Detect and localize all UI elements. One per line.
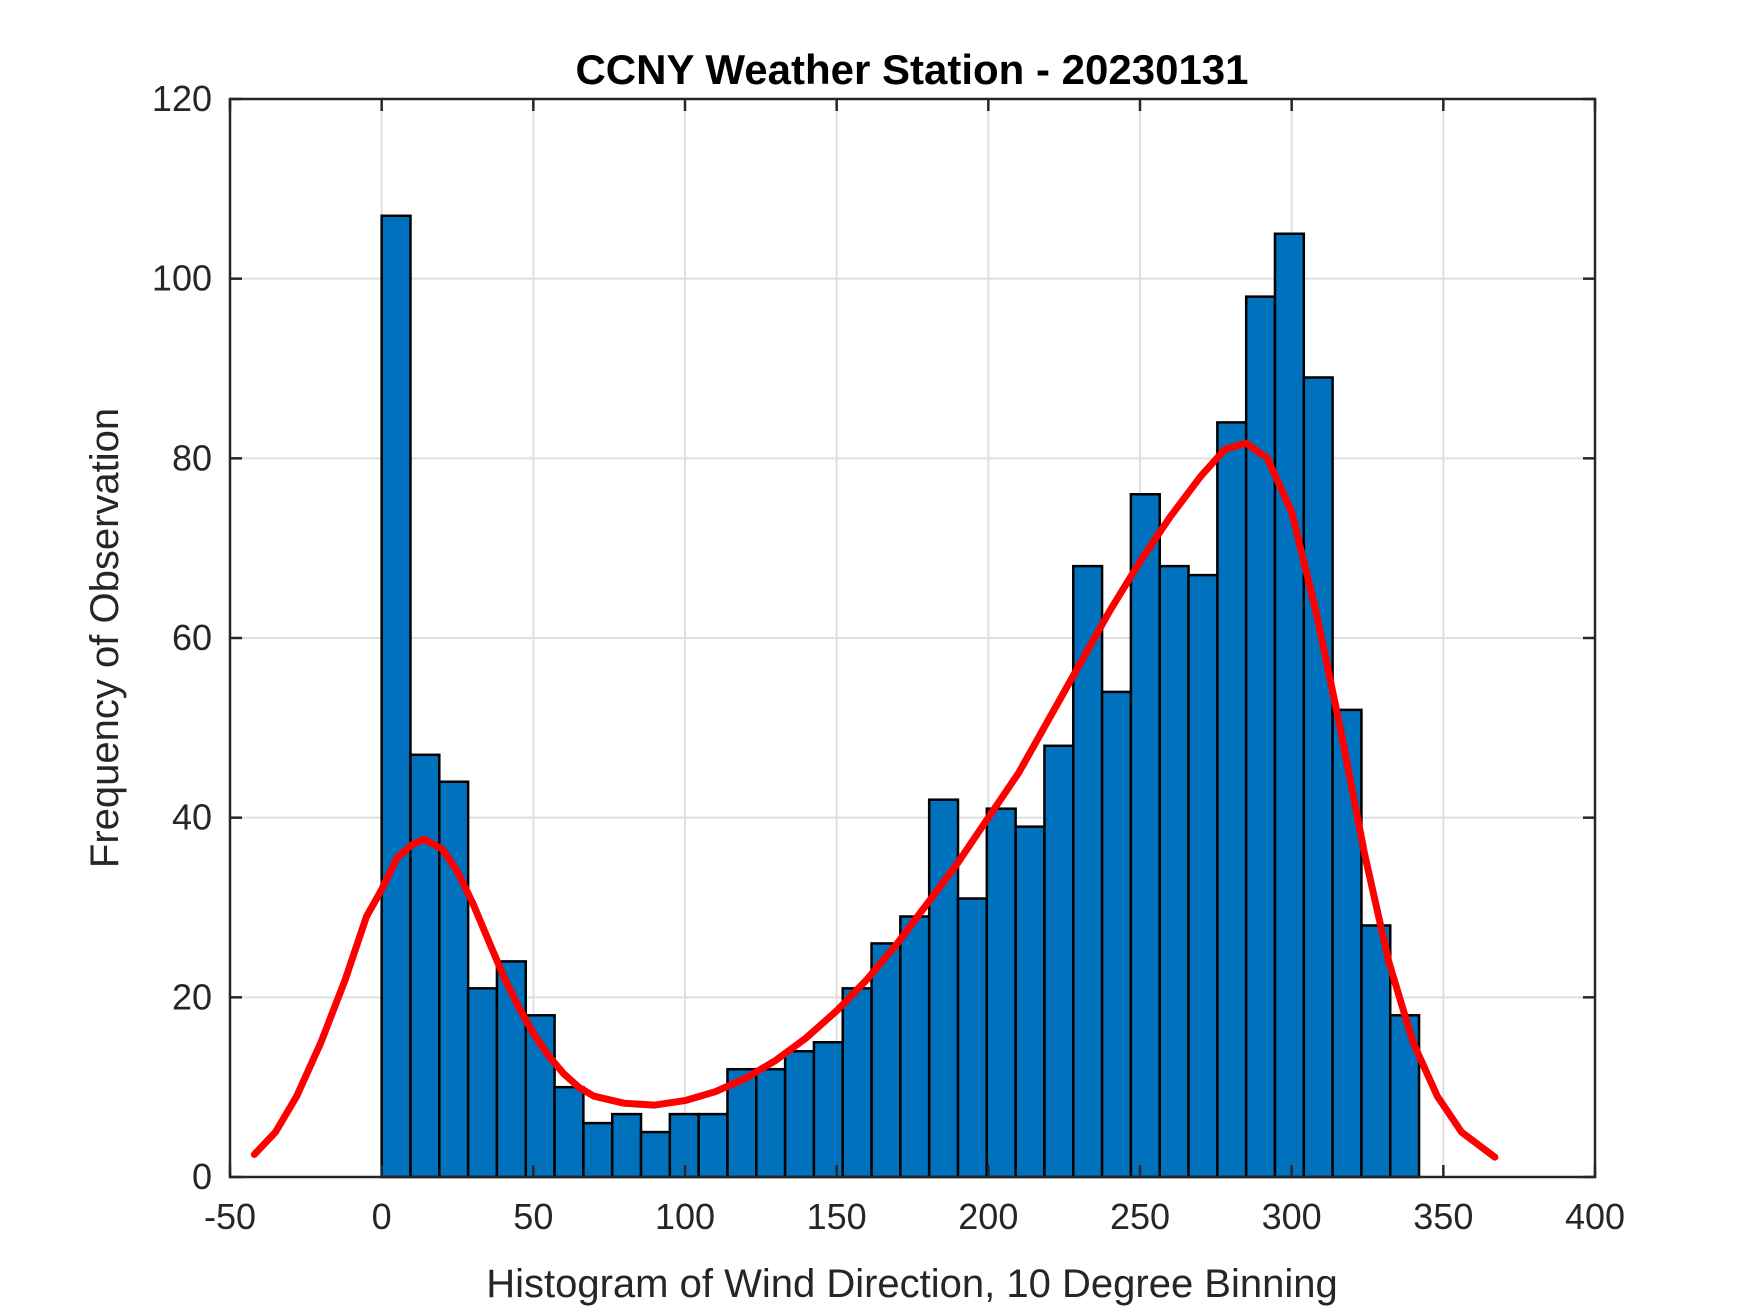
histogram-bar (1072, 564, 1104, 1179)
histogram-bar (639, 1130, 672, 1179)
x-tick-label: 350 (1413, 1196, 1473, 1237)
y-tick-label: 80 (172, 437, 212, 478)
histogram-bar (1331, 708, 1363, 1179)
fit-curve-layer (250, 439, 1499, 1161)
x-tick-label: 50 (513, 1196, 553, 1237)
histogram-bar (1129, 493, 1161, 1179)
y-tick-label: 40 (172, 797, 212, 838)
histogram-bar (1043, 744, 1075, 1179)
y-tick-label: 60 (172, 617, 212, 658)
x-tick-label: -50 (204, 1196, 256, 1237)
y-tick-label: 20 (172, 976, 212, 1017)
x-tick-label: 200 (958, 1196, 1018, 1237)
x-tick-label: 0 (372, 1196, 392, 1237)
histogram-bar (1158, 564, 1190, 1179)
histogram-bar (1216, 421, 1248, 1179)
histogram-bar (1273, 232, 1306, 1179)
histogram-bar (697, 1112, 729, 1179)
histogram-bar (1244, 295, 1277, 1179)
histogram-bar (553, 1085, 585, 1179)
histogram-bars (380, 214, 1421, 1179)
histogram-bar (582, 1121, 614, 1179)
x-tick-label: 250 (1110, 1196, 1170, 1237)
chart-title: CCNY Weather Station - 20230131 (575, 46, 1248, 93)
histogram-bar (409, 753, 441, 1179)
histogram-bar (1014, 825, 1046, 1179)
histogram-bar (438, 780, 470, 1179)
histogram-bar (985, 807, 1017, 1179)
histogram-bar (927, 798, 960, 1179)
histogram-bar (899, 915, 931, 1179)
histogram-bar (812, 1041, 844, 1179)
y-tick-label: 0 (192, 1156, 212, 1197)
x-tick-label: 400 (1565, 1196, 1625, 1237)
histogram-bar (841, 987, 873, 1179)
histogram-bar (870, 942, 902, 1179)
histogram-bar (1187, 573, 1219, 1179)
y-tick-label: 100 (152, 258, 212, 299)
histogram-bar (1302, 376, 1334, 1179)
histogram-bar (755, 1067, 787, 1179)
histogram-bar (1100, 690, 1133, 1179)
histogram-bar (783, 1049, 816, 1179)
histogram-bar (610, 1112, 643, 1179)
histogram-bar (956, 897, 989, 1179)
distribution-fit-curve (250, 439, 1499, 1161)
y-tick-label: 120 (152, 78, 212, 119)
x-tick-label: 100 (655, 1196, 715, 1237)
y-axis-label: Frequency of Observation (83, 408, 127, 868)
x-tick-label: 150 (807, 1196, 867, 1237)
histogram-bar (380, 214, 412, 1179)
axis-ticks: -50 0 50 100 150 200 250 300 350 4000204060801001… (152, 78, 1625, 1237)
x-tick-label: 300 (1262, 1196, 1322, 1237)
x-axis-label: Histogram of Wind Direction, 10 Degree B… (486, 1262, 1338, 1306)
histogram-bar (466, 987, 499, 1179)
